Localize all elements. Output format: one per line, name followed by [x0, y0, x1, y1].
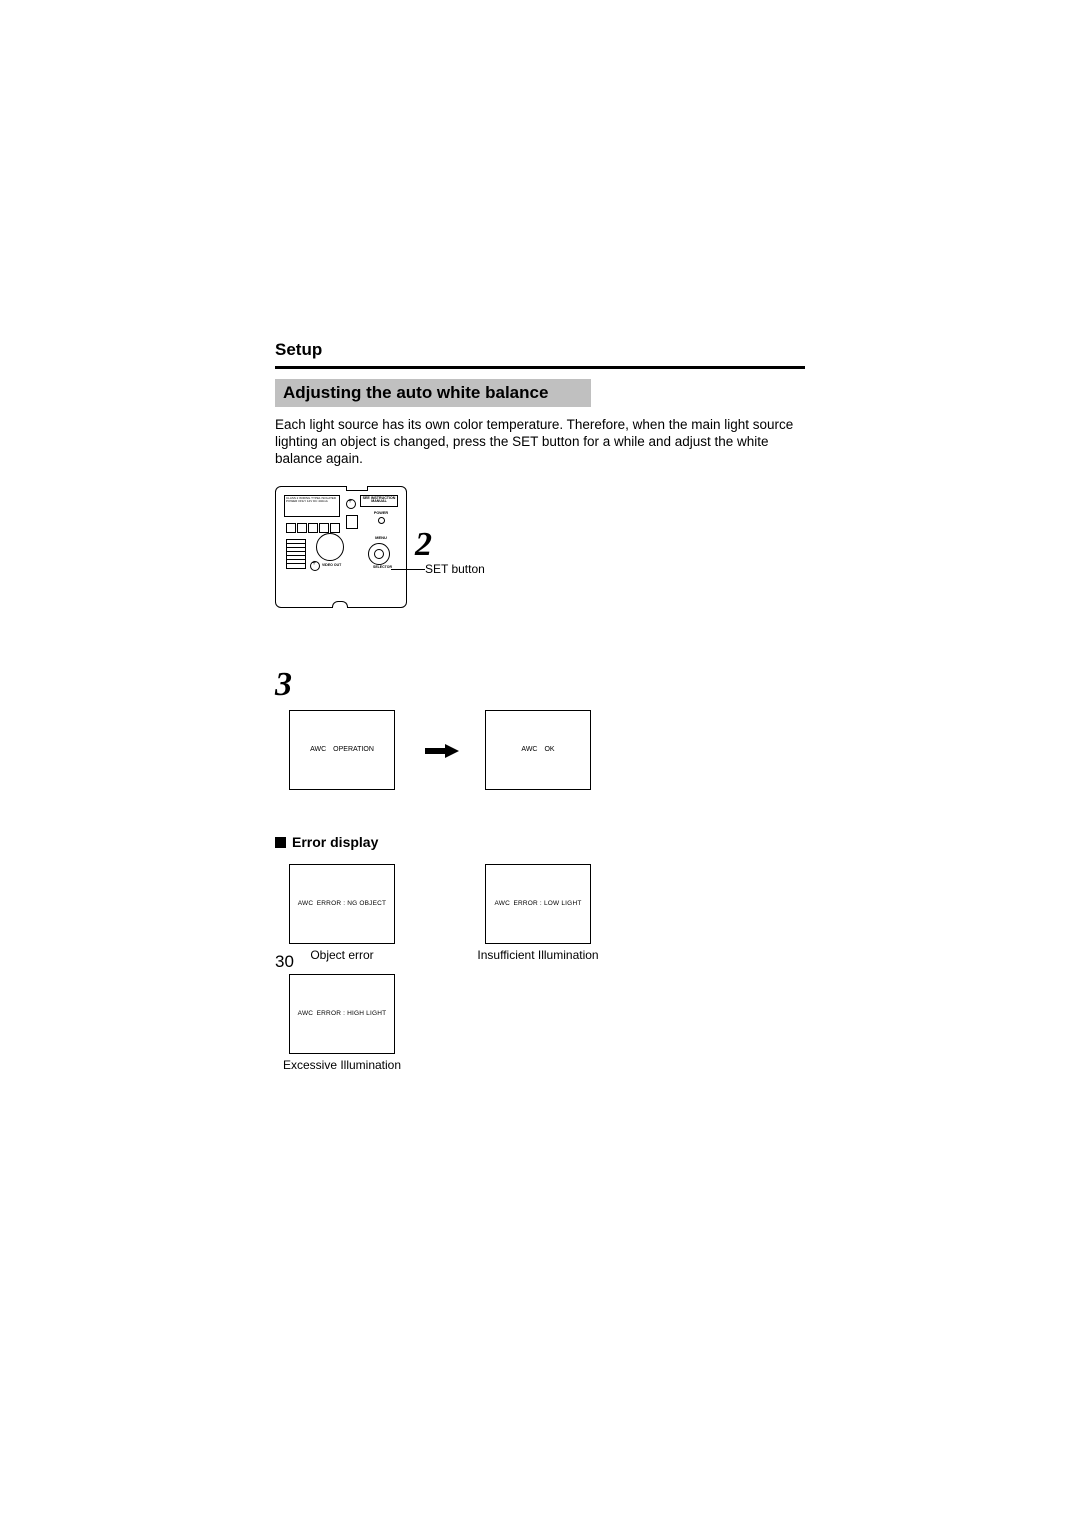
device-panel-row: CLASS 2 WIRING TYPE1 ISOLATED POWER ONLY… [275, 486, 805, 626]
body-paragraph: Each light source has its own color temp… [275, 417, 805, 468]
screen-text: AWC ERROR : NG OBJECT [298, 900, 386, 907]
page-number: 30 [275, 952, 294, 972]
screen-error-low-light: AWC ERROR : LOW LIGHT [485, 864, 591, 944]
heading-rule [275, 366, 805, 369]
device-rear-panel: CLASS 2 WIRING TYPE1 ISOLATED POWER ONLY… [275, 486, 407, 608]
connector-row [286, 523, 344, 533]
screen-error-high-light: AWC ERROR : HIGH LIGHT [289, 974, 395, 1054]
power-label: POWER [366, 511, 396, 515]
screen-awc-operation: AWC OPERATION [289, 710, 395, 790]
menu-label: MENU [366, 535, 396, 540]
screen-text: AWC OK [521, 746, 554, 753]
error-heading-text: Error display [292, 834, 378, 850]
caption-insufficient-illumination: Insufficient Illumination [463, 948, 613, 962]
screen-text: AWC ERROR : LOW LIGHT [494, 900, 581, 907]
step-number-2: 2 [415, 526, 432, 564]
callout-line [391, 569, 425, 570]
video-out-label: VIDEO OUT [322, 563, 341, 567]
error-display-grid: AWC ERROR : NG OBJECT Object error AWC E… [275, 864, 805, 1084]
dip-switch-icon [286, 539, 306, 569]
screw-icon [310, 561, 320, 571]
manual-label-box: SEE INSTRUCTION MANUAL [360, 495, 398, 507]
screen-error-ng-object: AWC ERROR : NG OBJECT [289, 864, 395, 944]
screen-text: AWC ERROR : HIGH LIGHT [298, 1010, 387, 1017]
screw-icon [346, 499, 356, 509]
panel-bottom-notch [332, 601, 348, 608]
selector-joystick-icon [368, 543, 390, 565]
arrow-right-icon [425, 744, 459, 758]
sd-slot-icon [346, 515, 358, 529]
screen-awc-ok: AWC OK [485, 710, 591, 790]
warning-label-box: CLASS 2 WIRING TYPE1 ISOLATED POWER ONLY… [284, 495, 340, 517]
step-number-3: 3 [275, 666, 805, 704]
selector-label: SELECTOR [373, 565, 392, 569]
section-title-bar: Adjusting the auto white balance [275, 379, 591, 407]
document-page: Setup Adjusting the auto white balance E… [0, 0, 1080, 1528]
power-led-icon [378, 517, 385, 524]
panel-top-notch [346, 486, 368, 491]
lens-mount-icon [316, 533, 344, 561]
operation-screens-row: AWC OPERATION AWC OK [275, 710, 805, 810]
caption-excessive-illumination: Excessive Illumination [267, 1058, 417, 1072]
set-button-callout: SET button [425, 562, 485, 576]
screen-text: AWC OPERATION [310, 746, 374, 753]
setup-heading: Setup [275, 340, 805, 360]
error-display-heading: Error display [275, 834, 805, 850]
